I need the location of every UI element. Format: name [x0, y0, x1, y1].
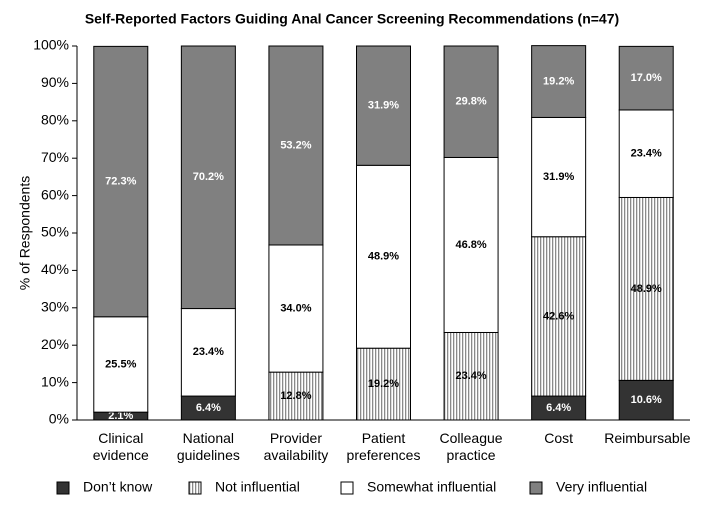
legend-swatch: [529, 481, 543, 495]
legend-label: Somewhat influential: [367, 479, 496, 495]
legend-swatch: [340, 481, 354, 495]
bar-segment: [180, 45, 236, 310]
bar-segment: [618, 109, 674, 198]
bar-segment: [443, 45, 499, 158]
value-label: 70.2%: [193, 171, 224, 183]
y-tick-label: 100%: [33, 37, 69, 53]
bar-segment: [93, 45, 149, 318]
x-tick-label: Clinical evidence: [92, 430, 149, 463]
x-tick-label: National guidelines: [176, 430, 240, 463]
y-tick-label: 70%: [41, 149, 69, 165]
y-tick-label: 90%: [41, 74, 69, 90]
value-label: 19.2%: [543, 75, 574, 87]
legend-swatch: [188, 481, 202, 495]
value-label: 42.6%: [543, 310, 574, 322]
legend-swatch: [56, 481, 70, 495]
x-tick-label: Cost: [544, 430, 574, 446]
bar-segment: [356, 45, 411, 166]
x-tick-label: Provider availability: [263, 430, 329, 463]
y-tick-label: 10%: [41, 373, 69, 389]
value-label: 12.8%: [280, 390, 311, 402]
value-label: 23.4%: [193, 346, 224, 358]
y-tick-label: 0%: [49, 411, 69, 427]
legend-label: Very influential: [556, 479, 647, 495]
value-label: 17.0%: [631, 72, 662, 84]
value-label: 23.4%: [455, 370, 486, 382]
value-label: 25.5%: [105, 358, 136, 370]
value-label: 53.2%: [280, 139, 311, 151]
legend-label: Don’t know: [83, 479, 153, 495]
bar-segment: [618, 196, 674, 381]
value-label: 31.9%: [368, 100, 399, 112]
bar-segment: [356, 347, 411, 421]
bar-segment: [268, 45, 324, 246]
value-label: 46.8%: [455, 239, 486, 251]
value-label: 72.3%: [105, 175, 136, 187]
bar-segment: [268, 244, 324, 373]
y-axis-label: % of Respondents: [17, 176, 33, 290]
value-label: 48.9%: [631, 283, 662, 295]
value-label: 6.4%: [546, 402, 571, 414]
bar-segment: [93, 316, 149, 413]
value-label: 10.6%: [631, 394, 662, 406]
value-label: 34.0%: [280, 302, 311, 314]
value-label: 23.4%: [631, 148, 662, 160]
bar-segment: [443, 156, 499, 333]
value-label: 31.9%: [543, 171, 574, 183]
y-tick-label: 60%: [41, 186, 69, 202]
y-tick-label: 30%: [41, 299, 69, 315]
y-tick-label: 80%: [41, 112, 69, 128]
legend-label: Not influential: [215, 479, 300, 495]
bar-segment: [443, 331, 499, 421]
y-tick-label: 40%: [41, 261, 69, 277]
bar-segment: [268, 371, 324, 421]
x-tick-label: Reimbursable: [604, 430, 691, 446]
x-tick-label: Patient preferences: [346, 430, 421, 463]
value-label: 6.4%: [196, 402, 221, 414]
value-label: 48.9%: [368, 251, 399, 263]
bar-segment: [180, 308, 236, 397]
y-tick-label: 50%: [41, 224, 69, 240]
bar-segment: [356, 164, 411, 349]
chart-title: Self-Reported Factors Guiding Anal Cance…: [85, 11, 619, 27]
bar-segment: [531, 116, 587, 238]
value-label: 19.2%: [368, 378, 399, 390]
value-label: 29.8%: [455, 96, 486, 108]
x-tick-label: Colleague practice: [439, 430, 503, 463]
value-label: 2.1%: [108, 410, 133, 422]
y-tick-label: 20%: [41, 336, 69, 352]
bar-segment: [531, 45, 587, 118]
bar-segment: [618, 45, 674, 111]
